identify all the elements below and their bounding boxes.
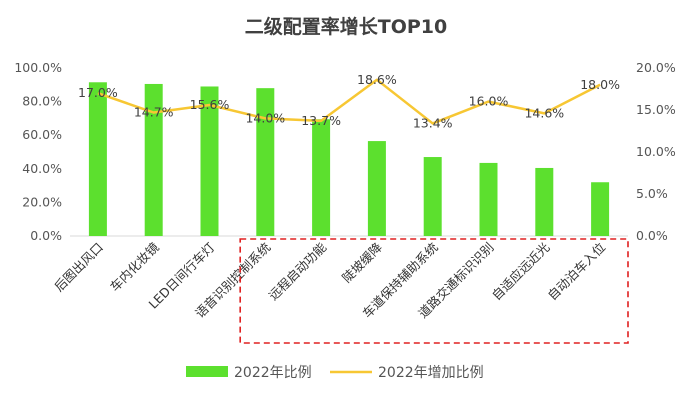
left-axis-ticks: 0.0% 20.0% 40.0% 60.0% 80.0% 100.0%	[14, 60, 62, 243]
bar	[535, 167, 554, 236]
category-label: 自适应远近光	[489, 240, 553, 304]
right-tick-label: 20.0%	[636, 60, 676, 75]
left-tick-label: 0.0%	[30, 228, 62, 243]
bar	[591, 182, 610, 236]
line-data-label: 15.6%	[190, 97, 230, 112]
line-data-label: 16.0%	[469, 94, 509, 109]
bar	[479, 162, 498, 236]
category-label: 自动泊车入位	[545, 240, 609, 304]
bar	[200, 86, 219, 236]
line-data-label: 18.6%	[357, 72, 397, 87]
line-path	[97, 78, 601, 125]
line-data-label: 17.0%	[78, 85, 118, 100]
bar-series	[88, 82, 610, 237]
legend-label: 2022年增加比例	[378, 365, 484, 381]
line-data-labels: 17.0% 14.7% 15.6% 14.0% 13.7% 18.6% 13.4% 16.0%…	[78, 72, 620, 131]
left-tick-label: 100.0%	[14, 60, 62, 75]
left-tick-label: 80.0%	[22, 94, 62, 109]
right-axis-ticks: 0.0% 5.0% 10.0% 15.0% 20.0%	[636, 60, 676, 243]
right-tick-label: 5.0%	[636, 186, 668, 201]
left-tick-label: 40.0%	[22, 161, 62, 176]
legend[interactable]: 2022年比例 2022年增加比例	[186, 365, 484, 381]
line-data-label: 14.6%	[524, 105, 564, 120]
legend-label: 2022年比例	[234, 365, 312, 381]
right-tick-label: 15.0%	[636, 102, 676, 117]
bar	[256, 88, 275, 236]
line-data-label: 14.7%	[134, 105, 174, 120]
line-data-label: 13.7%	[301, 113, 341, 128]
category-label: 后图出风口	[51, 240, 106, 295]
right-tick-label: 0.0%	[636, 228, 668, 243]
line-data-label: 14.0%	[245, 110, 285, 125]
legend-bar-swatch	[186, 366, 228, 377]
right-tick-label: 10.0%	[636, 144, 676, 159]
bar	[88, 82, 107, 236]
bar	[367, 141, 386, 236]
left-tick-label: 20.0%	[22, 194, 62, 209]
category-label: 车内化妆镜	[107, 239, 162, 294]
line-data-label: 18.0%	[580, 77, 620, 92]
line-series	[97, 78, 601, 125]
category-label: 远程启动功能	[266, 239, 330, 303]
bar	[312, 119, 331, 236]
category-label: 陡坡缓降	[339, 239, 385, 285]
bar	[144, 83, 163, 237]
line-data-label: 13.4%	[413, 115, 453, 130]
highlight-dashed-box	[239, 238, 629, 344]
bar	[423, 157, 442, 236]
chart-title: 二级配置率增长TOP10	[244, 16, 448, 38]
left-tick-label: 60.0%	[22, 127, 62, 142]
